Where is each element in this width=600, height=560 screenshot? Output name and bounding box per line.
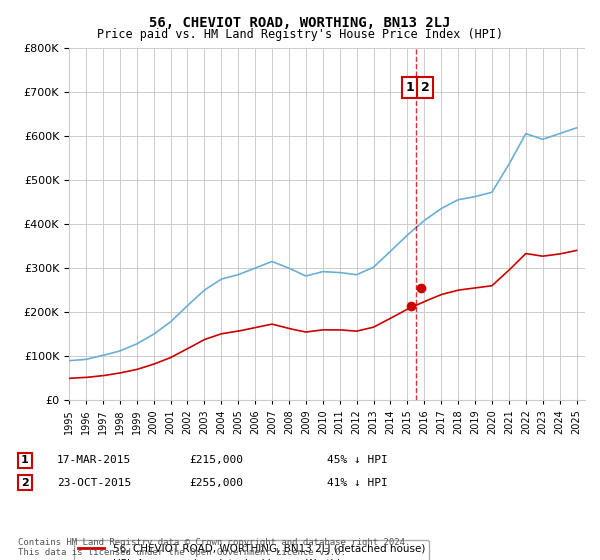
Legend: 56, CHEVIOT ROAD, WORTHING, BN13 2LJ (detached house), HPI: Average price, detac: 56, CHEVIOT ROAD, WORTHING, BN13 2LJ (de… bbox=[74, 540, 429, 560]
Text: Price paid vs. HM Land Registry's House Price Index (HPI): Price paid vs. HM Land Registry's House … bbox=[97, 28, 503, 41]
Text: 23-OCT-2015: 23-OCT-2015 bbox=[57, 478, 131, 488]
Text: 56, CHEVIOT ROAD, WORTHING, BN13 2LJ: 56, CHEVIOT ROAD, WORTHING, BN13 2LJ bbox=[149, 16, 451, 30]
Text: £215,000: £215,000 bbox=[189, 455, 243, 465]
Text: 2: 2 bbox=[21, 478, 29, 488]
Text: 1: 1 bbox=[21, 455, 29, 465]
Text: 1: 1 bbox=[406, 81, 414, 94]
Text: £255,000: £255,000 bbox=[189, 478, 243, 488]
Text: 45% ↓ HPI: 45% ↓ HPI bbox=[327, 455, 388, 465]
Text: Contains HM Land Registry data © Crown copyright and database right 2024.
This d: Contains HM Land Registry data © Crown c… bbox=[18, 538, 410, 557]
Text: 2: 2 bbox=[421, 81, 430, 94]
Text: 17-MAR-2015: 17-MAR-2015 bbox=[57, 455, 131, 465]
Text: 41% ↓ HPI: 41% ↓ HPI bbox=[327, 478, 388, 488]
